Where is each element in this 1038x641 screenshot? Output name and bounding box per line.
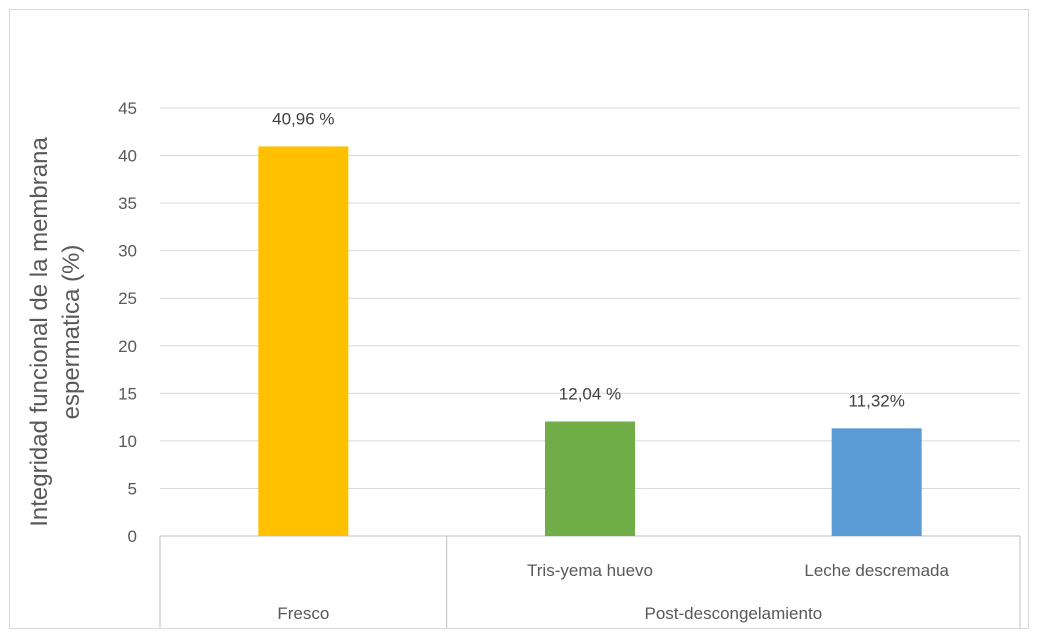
data-label: 40,96 % [272, 109, 334, 128]
category-label: Leche descremada [804, 561, 949, 580]
data-label: 11,32% [848, 391, 904, 410]
y-tick-label: 25 [118, 289, 137, 308]
y-tick-label: 5 [128, 479, 137, 498]
category-label: Tris-yema huevo [527, 561, 653, 580]
y-axis-title: Integridad funcional de la membrana [26, 137, 53, 527]
y-tick-label: 15 [118, 384, 137, 403]
y-tick-label: 0 [128, 527, 137, 546]
y-tick-label: 45 [118, 99, 137, 118]
y-tick-label: 40 [118, 147, 137, 166]
bar [831, 428, 922, 536]
y-tick-label: 10 [118, 432, 137, 451]
y-tick-label: 35 [118, 194, 137, 213]
y-axis-title: espermatica (%) [58, 245, 85, 420]
chart-frame [9, 9, 1029, 629]
group-label: Fresco [277, 604, 329, 623]
bar [545, 421, 635, 536]
group-label: Post-descongelamiento [644, 604, 822, 623]
data-label: 12,04 % [559, 384, 621, 403]
bar [258, 146, 349, 536]
y-tick-label: 20 [118, 337, 137, 356]
y-tick-label: 30 [118, 242, 137, 261]
